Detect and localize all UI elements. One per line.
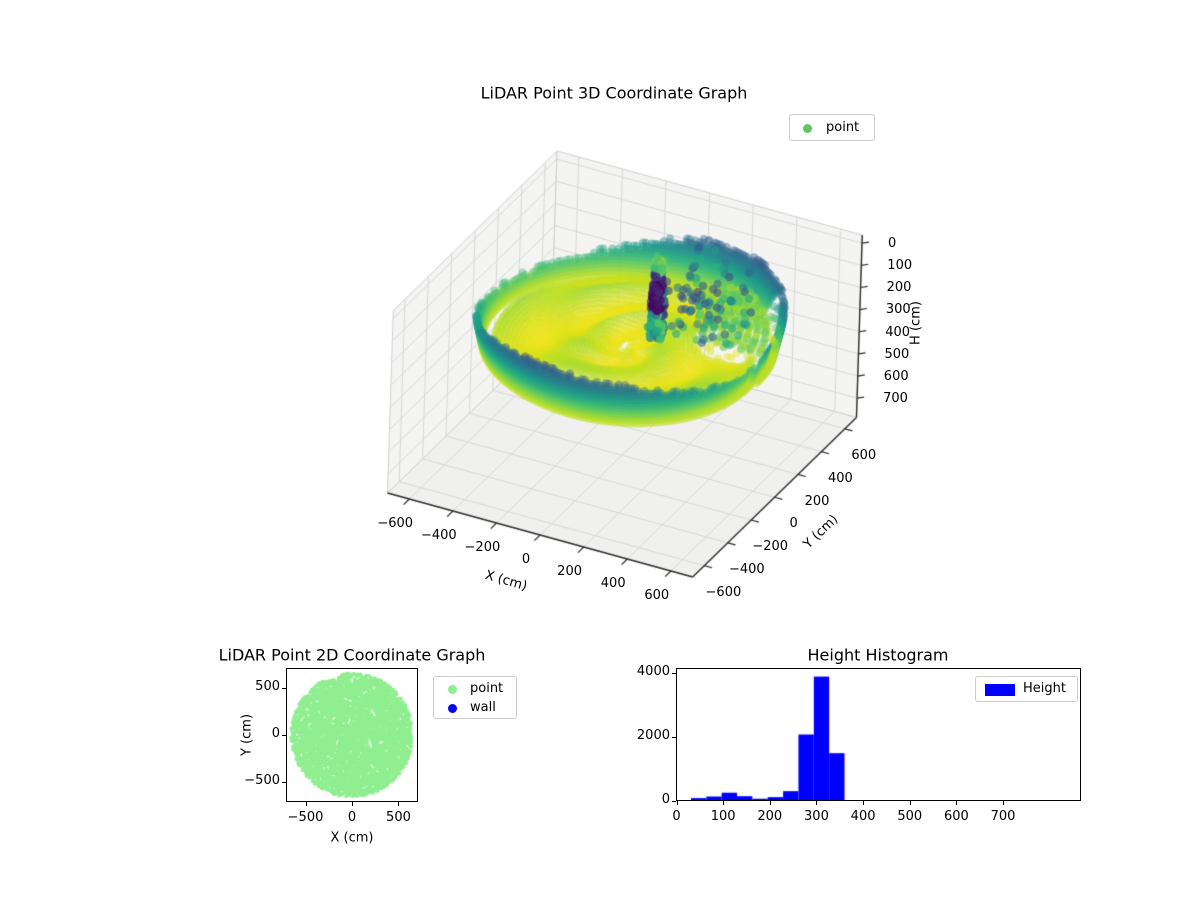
- tick-label: 0: [521, 552, 531, 567]
- height-legend-patch: [985, 684, 1015, 696]
- tick-label: −500: [287, 810, 324, 825]
- tick-mark: [282, 687, 286, 689]
- point-legend-marker: [803, 124, 812, 133]
- tick-label: −200: [464, 540, 501, 555]
- histogram-title: Height Histogram: [807, 645, 949, 665]
- wall-legend-marker: [448, 704, 457, 713]
- tick-mark: [956, 801, 958, 805]
- tick-label: 2000: [636, 727, 670, 743]
- tick-label: −400: [420, 528, 457, 543]
- tick-label: 700: [883, 390, 908, 406]
- tick-mark: [282, 735, 286, 736]
- tick-label: 200: [757, 809, 783, 824]
- tick-label: 500: [255, 678, 280, 694]
- tick-label: 200: [804, 493, 830, 509]
- tick-label: −500: [244, 773, 280, 789]
- tick-mark: [1003, 801, 1005, 805]
- plot3d-legend-label: point: [826, 120, 860, 135]
- tick-label: 400: [600, 576, 626, 591]
- tick-label: 0: [661, 791, 670, 807]
- tick-mark: [672, 736, 676, 738]
- plot3d-zlabel: H (cm): [908, 301, 924, 345]
- tick-mark: [282, 782, 286, 784]
- tick-label: 200: [886, 280, 912, 296]
- tick-label: 500: [386, 810, 411, 825]
- histogram-legend[interactable]: Height: [975, 676, 1078, 702]
- plot2d-legend-point-label: point: [470, 681, 504, 696]
- plot2d-canvas: [287, 669, 417, 801]
- tick-mark: [672, 672, 676, 674]
- tick-label: 600: [883, 368, 909, 384]
- tick-label: 100: [710, 809, 736, 824]
- tick-label: 0: [888, 236, 897, 251]
- tick-label: 400: [885, 324, 911, 340]
- tick-mark: [398, 802, 400, 806]
- tick-label: 0: [672, 809, 681, 824]
- tick-label: 600: [851, 447, 877, 463]
- tick-label: 100: [887, 258, 913, 274]
- tick-mark: [863, 801, 865, 805]
- tick-mark: [723, 801, 725, 805]
- tick-label: −600: [705, 584, 742, 600]
- tick-mark: [676, 801, 678, 805]
- point-legend-marker: [448, 685, 457, 694]
- tick-mark: [816, 801, 818, 805]
- tick-label: 600: [644, 588, 670, 603]
- tick-label: 300: [804, 809, 829, 824]
- plot3d-legend[interactable]: point: [789, 114, 875, 141]
- tick-mark: [352, 802, 353, 806]
- tick-label: 300: [885, 302, 911, 318]
- tick-mark: [769, 801, 771, 805]
- plot2d-legend-wall-label: wall: [470, 700, 496, 715]
- plot2d-xlabel: X (cm): [330, 830, 374, 846]
- tick-label: 200: [557, 564, 583, 579]
- tick-label: 4000: [636, 663, 670, 679]
- tick-label: 0: [789, 516, 798, 532]
- plot3d-title: LiDAR Point 3D Coordinate Graph: [480, 83, 748, 103]
- tick-mark: [909, 801, 911, 805]
- tick-label: −600: [377, 516, 414, 531]
- tick-label: 700: [990, 809, 1016, 824]
- tick-label: −400: [728, 561, 765, 577]
- plot2d-legend[interactable]: point wall: [433, 676, 517, 719]
- tick-label: 500: [897, 809, 923, 824]
- tick-label: 500: [884, 346, 910, 362]
- tick-label: −200: [752, 539, 789, 555]
- tick-mark: [305, 802, 307, 806]
- tick-label: 600: [943, 809, 969, 824]
- plot3d-canvas: [0, 0, 1200, 660]
- tick-label: 0: [347, 810, 357, 825]
- tick-label: 0: [271, 726, 280, 741]
- tick-mark: [672, 800, 676, 802]
- plot2d-title: LiDAR Point 2D Coordinate Graph: [218, 645, 486, 665]
- tick-label: 400: [850, 809, 876, 824]
- tick-label: 400: [827, 470, 853, 486]
- histogram-legend-label: Height: [1023, 681, 1066, 696]
